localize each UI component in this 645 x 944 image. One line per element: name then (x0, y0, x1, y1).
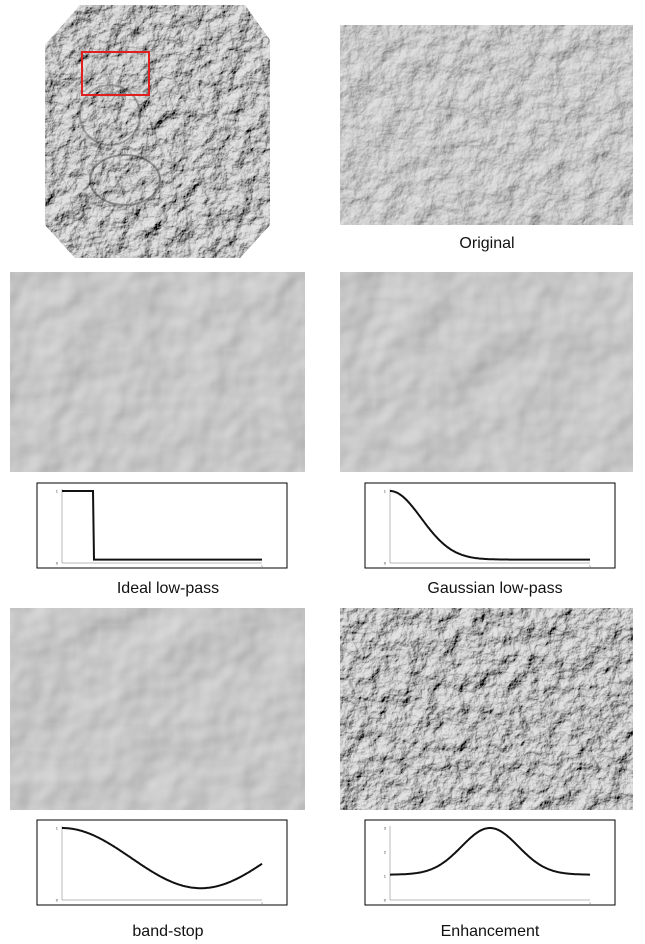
caption: Enhancement (441, 923, 540, 940)
caption: band-stop (132, 923, 203, 940)
mesh-bandstop (10, 608, 305, 810)
x-tick-label: 1 (261, 564, 264, 569)
y-tick-label: 1 (384, 489, 387, 494)
filter-curve (390, 827, 590, 876)
plot-frame (36, 819, 288, 906)
mesh-ideal (10, 272, 305, 472)
plot-frame (36, 482, 288, 569)
caption: Ideal low-pass (117, 580, 219, 597)
filter-plot: 3 2 1 0 1 (364, 819, 616, 906)
y-tick-label: 0 (384, 898, 387, 903)
plot-frame (364, 482, 616, 569)
y-tick-label: 2 (384, 850, 387, 855)
filter-plot: 1 0 1 (364, 482, 616, 569)
mesh-gaussian (340, 272, 633, 472)
filter-curve (62, 827, 263, 890)
y-tick-label: 1 (384, 874, 387, 879)
filter-curve (390, 490, 590, 561)
caption: Gaussian low-pass (427, 580, 562, 597)
y-tick-label: 3 (384, 826, 387, 831)
y-tick-label: 0 (384, 561, 387, 566)
mesh-overview (45, 5, 270, 258)
y-tick-label: 0 (56, 898, 59, 903)
filter-plot: 1 0 1 (36, 482, 288, 569)
zoom-box (81, 51, 150, 96)
x-tick-label: 1 (261, 901, 264, 906)
y-tick-label: 1 (56, 826, 59, 831)
x-tick-label: 1 (589, 564, 592, 569)
y-tick-label: 1 (56, 489, 59, 494)
x-tick-label: 1 (589, 901, 592, 906)
caption: Original (459, 235, 514, 252)
mesh-enhancement (340, 608, 633, 810)
y-tick-label: 0 (56, 561, 59, 566)
filter-curve (62, 490, 262, 561)
plot-frame (364, 819, 616, 906)
filter-plot: 1 0 1 (36, 819, 288, 906)
mesh-original (340, 25, 633, 225)
